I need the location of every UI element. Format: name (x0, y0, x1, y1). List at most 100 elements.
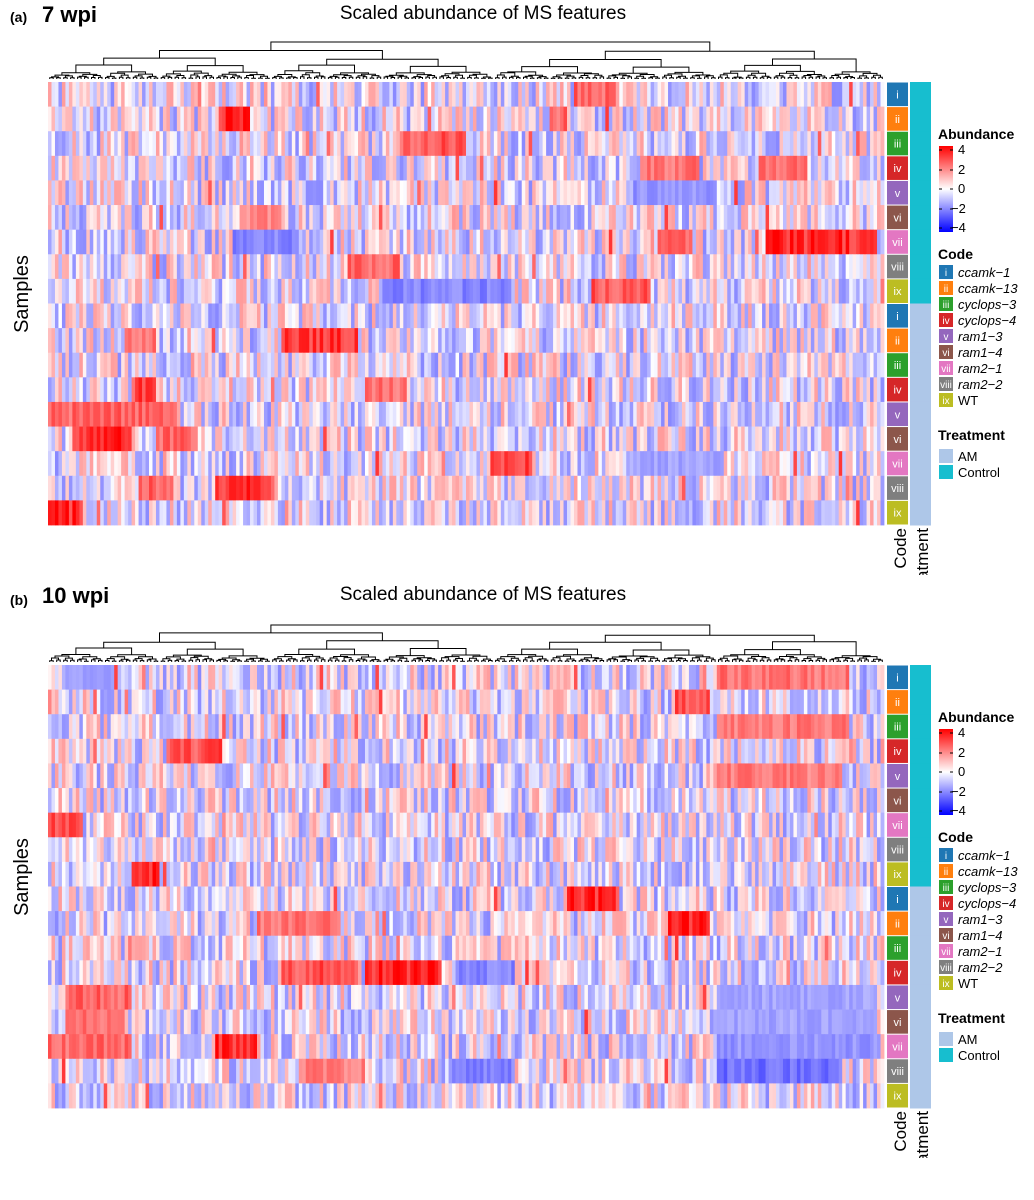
heatmap-cell (58, 254, 63, 280)
heatmap-cell (807, 106, 812, 132)
heatmap-cell (699, 106, 704, 132)
heatmap-cell (413, 451, 418, 477)
heatmap-cell (650, 352, 655, 378)
heatmap-cell (361, 303, 366, 329)
heatmap-cell (459, 451, 463, 477)
heatmap-cell (643, 131, 648, 157)
heatmap-cell (96, 82, 101, 108)
heatmap-cell (68, 689, 73, 715)
heatmap-cell (490, 451, 495, 477)
heatmap-cell (692, 155, 697, 181)
heatmap-cell (155, 155, 160, 181)
heatmap-cell (664, 665, 669, 691)
heatmap-cell (751, 278, 756, 304)
heatmap-cell (131, 500, 136, 526)
heatmap-cell (709, 500, 714, 526)
heatmap-cell (692, 401, 697, 427)
heatmap-cell (647, 500, 652, 526)
heatmap-cell (121, 377, 126, 403)
heatmap-cell (528, 328, 533, 354)
heatmap-cell (239, 180, 244, 206)
heatmap-cell (124, 106, 129, 132)
heatmap-cell (197, 714, 202, 740)
heatmap-cell (243, 377, 247, 403)
heatmap-cell (298, 500, 303, 526)
heatmap-cell (716, 180, 721, 206)
heatmap-cell (831, 278, 836, 304)
heatmap-cell (229, 377, 234, 403)
heatmap-cell (236, 500, 240, 526)
heatmap-cell (93, 205, 98, 231)
heatmap-cell (253, 278, 258, 304)
heatmap-cell (351, 689, 355, 715)
heatmap-cell (347, 401, 352, 427)
heatmap-cell (208, 426, 213, 452)
heatmap-cell (204, 377, 209, 403)
heatmap-cell (727, 377, 732, 403)
heatmap-cell (525, 82, 530, 108)
heatmap-cell (532, 106, 537, 132)
heatmap-cell (713, 401, 718, 427)
heatmap-cell (319, 82, 324, 108)
heatmap-cell (183, 303, 188, 329)
heatmap-cell (573, 131, 578, 157)
heatmap-cell (302, 229, 307, 255)
heatmap-cell (142, 254, 146, 280)
heatmap-cell (730, 500, 735, 526)
heatmap-cell (441, 155, 446, 181)
heatmap-cell (619, 155, 624, 181)
heatmap-cell (539, 180, 544, 206)
heatmap-cell (685, 500, 690, 526)
heatmap-cell (532, 180, 537, 206)
heatmap-cell (622, 205, 627, 231)
heatmap-cell (723, 205, 728, 231)
heatmap-cell (107, 377, 112, 403)
heatmap-cell (138, 82, 143, 108)
heatmap-cell (615, 689, 620, 715)
heatmap-cell (211, 131, 216, 157)
heatmap-cell (378, 328, 383, 354)
heatmap-cell (626, 689, 631, 715)
heatmap-cell (605, 155, 610, 181)
heatmap-cell (814, 377, 819, 403)
heatmap-cell (117, 689, 122, 715)
heatmap-cell (204, 689, 209, 715)
heatmap-cell (319, 377, 324, 403)
heatmap-cell (769, 328, 773, 354)
heatmap-cell (688, 155, 693, 181)
heatmap-cell (560, 689, 564, 715)
heatmap-cell (337, 665, 341, 691)
heatmap-cell (716, 155, 721, 181)
heatmap-cell (295, 106, 300, 132)
heatmap-cell (650, 303, 655, 329)
heatmap-cell (469, 475, 474, 501)
heatmap-cell (239, 229, 244, 255)
heatmap-cell (877, 451, 881, 477)
heatmap-cell (166, 106, 171, 132)
heatmap-cell (591, 401, 596, 427)
heatmap-cell (699, 180, 704, 206)
heatmap-cell (441, 254, 446, 280)
heatmap-cell (410, 131, 415, 157)
heatmap-cell (720, 106, 725, 132)
heatmap-cell (678, 278, 683, 304)
heatmap-cell (681, 328, 686, 354)
heatmap-cell (657, 689, 662, 715)
heatmap-cell (626, 401, 631, 427)
heatmap-cell (664, 131, 669, 157)
heatmap-cell (236, 475, 240, 501)
heatmap-cell (142, 714, 146, 740)
heatmap-cell (459, 254, 463, 280)
heatmap-cell (364, 278, 369, 304)
heatmap-cell (877, 377, 881, 403)
heatmap-cell (225, 689, 230, 715)
heatmap-cell (873, 328, 878, 354)
heatmap-cell (622, 401, 627, 427)
heatmap-cell (856, 689, 861, 715)
heatmap-cell (493, 106, 498, 132)
heatmap-cell (319, 131, 324, 157)
code-annotation-cell (887, 476, 908, 500)
heatmap-cell (643, 475, 648, 501)
heatmap-cell (180, 426, 185, 452)
heatmap-cell (246, 689, 251, 715)
